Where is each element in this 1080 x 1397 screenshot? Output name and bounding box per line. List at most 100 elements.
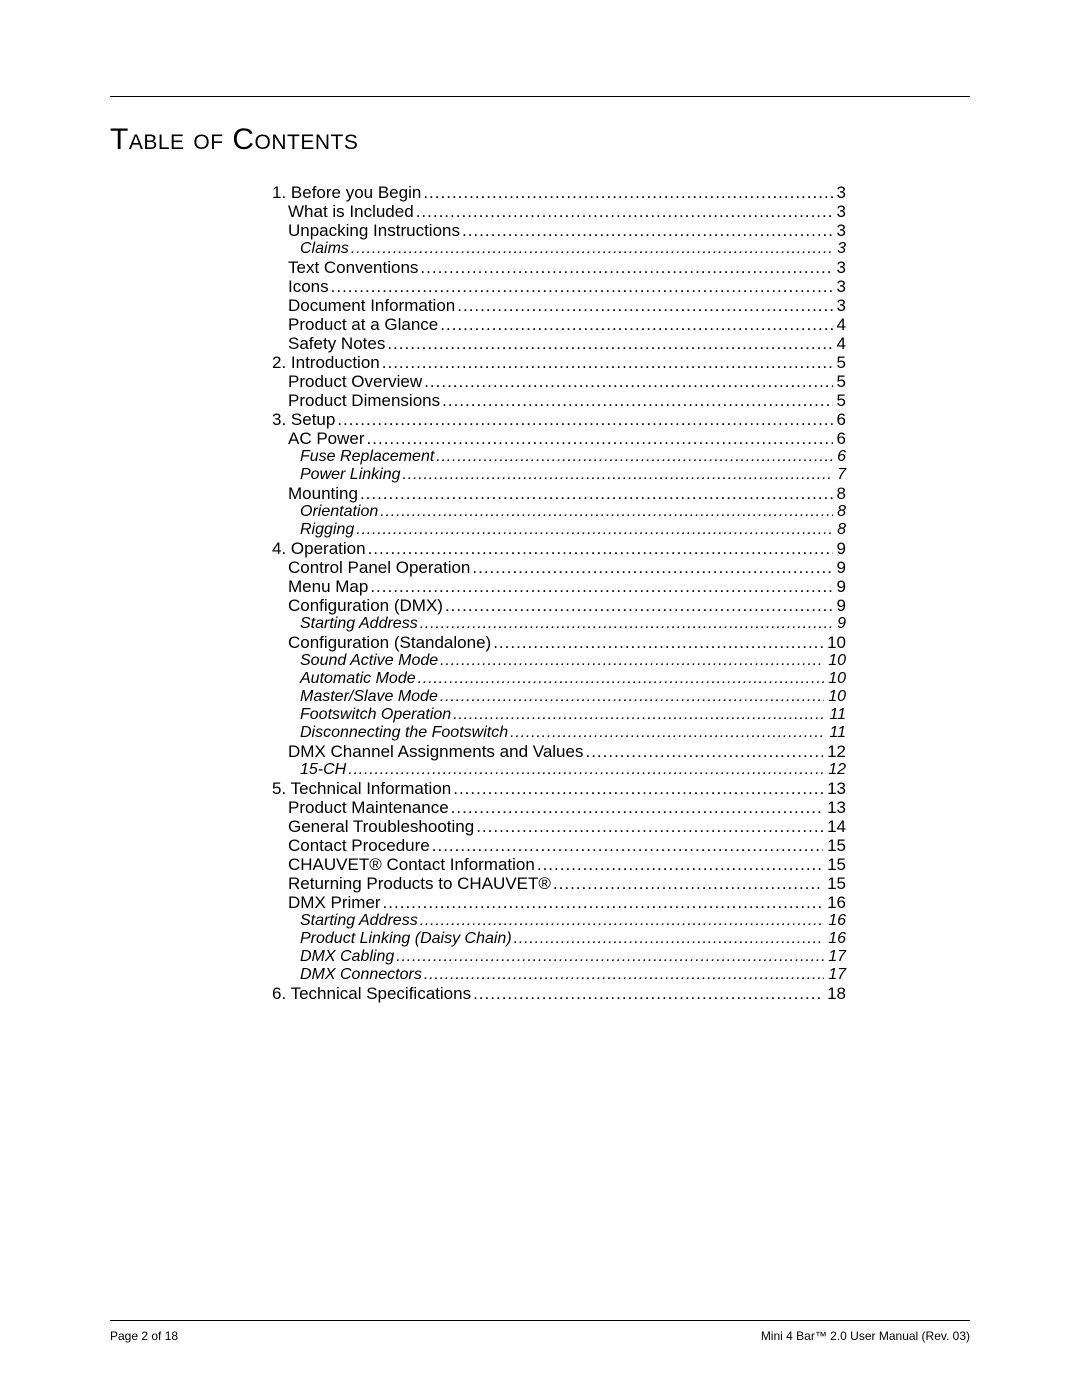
toc-entry-page: 6	[835, 430, 846, 447]
toc-leader-dots	[451, 799, 823, 816]
toc-entry: Mounting 8	[272, 484, 846, 503]
toc-entry: 6. Technical Specifications18	[272, 984, 846, 1003]
toc-leader-dots	[442, 392, 832, 409]
toc-leader-dots	[420, 913, 825, 929]
toc-entry: Configuration (DMX) 9	[272, 596, 846, 615]
toc-entry-label: Product Linking (Daisy Chain)	[300, 931, 512, 947]
toc-entry: Configuration (Standalone)10	[272, 633, 846, 652]
toc-leader-dots	[424, 967, 824, 983]
toc-entry: Control Panel Operation9	[272, 558, 846, 577]
toc-entry: Safety Notes4	[272, 334, 846, 353]
toc-entry-label: Returning Products to CHAUVET®	[288, 875, 551, 892]
toc-entry-page: 3	[835, 259, 846, 276]
toc-entry-label: Master/Slave Mode	[300, 689, 438, 705]
toc-entry-page: 8	[835, 485, 846, 502]
toc-entry: Contact Procedure15	[272, 836, 846, 855]
toc-entry: Product Maintenance13	[272, 798, 846, 817]
toc-leader-dots	[440, 316, 832, 333]
toc-entry-page: 3	[835, 241, 846, 257]
toc-entry: Icons3	[272, 277, 846, 296]
footer-row: Page 2 of 18 Mini 4 Bar™ 2.0 User Manual…	[110, 1329, 970, 1343]
toc-entry-page: 9	[835, 597, 846, 614]
toc-entry-label: Starting Address	[300, 616, 418, 632]
toc-entry: Claims3	[272, 240, 846, 258]
toc-entry-page: 3	[835, 297, 846, 314]
toc-leader-dots	[453, 780, 823, 797]
toc-entry-page: 9	[835, 540, 846, 557]
toc-entry: Text Conventions 3	[272, 258, 846, 277]
toc-entry-page: 3	[835, 203, 846, 220]
toc-entry-label: Text Conventions	[288, 259, 418, 276]
toc-entry-page: 9	[835, 578, 846, 595]
toc-entry-label: CHAUVET® Contact Information	[288, 856, 535, 873]
toc-entry-page: 10	[826, 671, 846, 687]
toc-entry-page: 3	[835, 184, 846, 201]
toc-entry-label: 5. Technical Information	[272, 780, 451, 797]
toc-entry: Rigging8	[272, 521, 846, 539]
toc-entry-page: 13	[825, 780, 846, 797]
toc-entry: Product Overview5	[272, 372, 846, 391]
toc-entry-label: Rigging	[300, 522, 354, 538]
toc-leader-dots	[473, 985, 823, 1002]
toc-entry-label: 6. Technical Specifications	[272, 985, 471, 1002]
toc-entry-label: Footswitch Operation	[300, 707, 451, 723]
toc-entry: 3. Setup6	[272, 410, 846, 429]
table-of-contents: 1. Before you Begin3What is Included3Unp…	[272, 183, 846, 1003]
toc-entry: Product at a Glance4	[272, 315, 846, 334]
toc-entry: What is Included 3	[272, 202, 846, 221]
toc-leader-dots	[416, 203, 833, 220]
toc-leader-dots	[383, 894, 824, 911]
toc-entry: Product Linking (Daisy Chain) 16	[272, 930, 846, 948]
toc-entry: DMX Cabling17	[272, 948, 846, 966]
toc-leader-dots	[403, 467, 834, 483]
toc-leader-dots	[368, 540, 833, 557]
toc-entry-label: 15-CH	[300, 762, 346, 778]
toc-entry-label: DMX Channel Assignments and Values	[288, 743, 583, 760]
toc-entry-page: 5	[835, 392, 846, 409]
toc-entry: 4. Operation 9	[272, 539, 846, 558]
toc-leader-dots	[423, 184, 832, 201]
toc-entry-label: 4. Operation	[272, 540, 366, 557]
toc-entry-label: Disconnecting the Footswitch	[300, 725, 508, 741]
toc-leader-dots	[367, 430, 833, 447]
toc-entry-label: Product Dimensions	[288, 392, 440, 409]
toc-entry-page: 12	[825, 743, 846, 760]
toc-leader-dots	[440, 653, 824, 669]
toc-leader-dots	[585, 743, 823, 760]
toc-entry-label: Automatic Mode	[300, 671, 416, 687]
toc-leader-dots	[331, 278, 833, 295]
toc-entry-page: 16	[826, 931, 846, 947]
toc-entry-page: 6	[835, 411, 846, 428]
toc-leader-dots	[462, 222, 833, 239]
toc-leader-dots	[440, 689, 824, 705]
toc-leader-dots	[457, 297, 832, 314]
toc-entry-label: Configuration (DMX)	[288, 597, 443, 614]
toc-entry: General Troubleshooting14	[272, 817, 846, 836]
footer-rule	[110, 1320, 970, 1321]
toc-entry-label: What is Included	[288, 203, 414, 220]
document-page: Table of Contents 1. Before you Begin3Wh…	[0, 0, 1080, 1397]
toc-leader-dots	[348, 762, 824, 778]
toc-leader-dots	[493, 634, 823, 651]
toc-entry: 1. Before you Begin3	[272, 183, 846, 202]
toc-entry: Orientation8	[272, 503, 846, 521]
footer-page-number: Page 2 of 18	[110, 1329, 178, 1343]
toc-leader-dots	[360, 485, 833, 502]
toc-entry: DMX Primer16	[272, 893, 846, 912]
toc-entry-label: Control Panel Operation	[288, 559, 470, 576]
toc-entry-page: 9	[835, 616, 846, 632]
toc-entry-page: 6	[835, 449, 846, 465]
toc-entry-label: DMX Connectors	[300, 967, 422, 983]
toc-entry: DMX Channel Assignments and Values 12	[272, 742, 846, 761]
toc-leader-dots	[382, 354, 833, 371]
toc-entry-page: 8	[835, 504, 846, 520]
toc-leader-dots	[476, 818, 823, 835]
toc-entry-page: 16	[825, 894, 846, 911]
toc-leader-dots	[510, 725, 825, 741]
toc-leader-dots	[418, 671, 825, 687]
toc-leader-dots	[370, 578, 832, 595]
toc-entry-label: Document Information	[288, 297, 455, 314]
toc-entry-label: Mounting	[288, 485, 358, 502]
toc-entry: 5. Technical Information 13	[272, 779, 846, 798]
toc-entry-page: 13	[825, 799, 846, 816]
